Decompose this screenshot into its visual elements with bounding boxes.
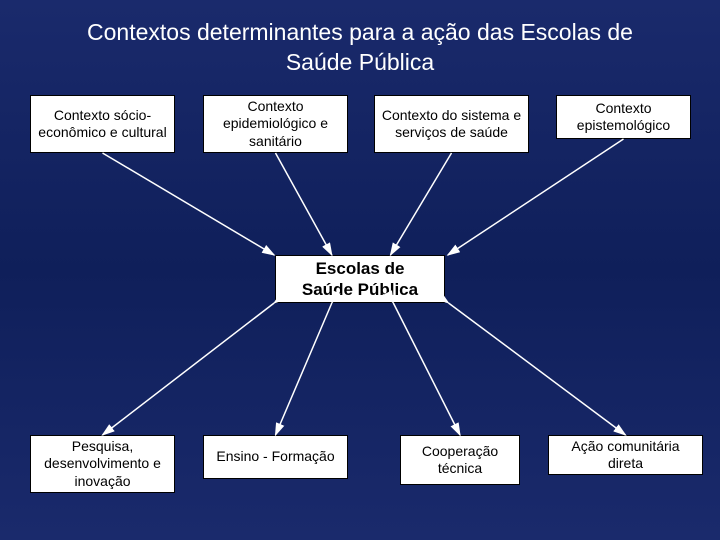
- node-top2: Contexto epidemiológico e sanitário: [203, 95, 348, 153]
- node-bot1: Pesquisa, desenvolvimento e inovação: [30, 435, 175, 493]
- node-center: Escolas de Saúde Pública: [275, 255, 445, 303]
- node-bot2: Ensino - Formação: [203, 435, 348, 479]
- node-bot3: Cooperação técnica: [400, 435, 520, 485]
- node-bot4: Ação comunitária direta: [548, 435, 703, 475]
- node-top4: Contexto epistemológico: [556, 95, 691, 139]
- node-top1: Contexto sócio-econômico e cultural: [30, 95, 175, 153]
- page-title: Contextos determinantes para a ação das …: [0, 0, 720, 88]
- node-top3: Contexto do sistema e serviços de saúde: [374, 95, 529, 153]
